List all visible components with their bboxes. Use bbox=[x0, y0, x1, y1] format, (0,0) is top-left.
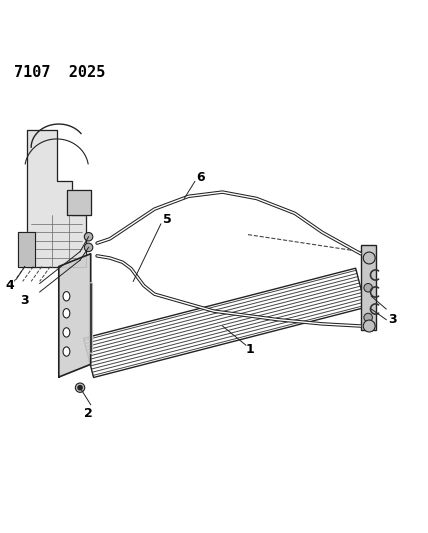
Circle shape bbox=[364, 313, 372, 322]
Polygon shape bbox=[18, 232, 36, 266]
Text: 6: 6 bbox=[196, 171, 205, 184]
Polygon shape bbox=[67, 190, 91, 215]
Circle shape bbox=[84, 243, 93, 252]
Ellipse shape bbox=[63, 292, 70, 301]
Bar bbox=[361, 245, 376, 330]
Text: 7107  2025: 7107 2025 bbox=[14, 64, 105, 79]
Circle shape bbox=[75, 383, 85, 392]
Text: 4: 4 bbox=[6, 279, 14, 292]
Ellipse shape bbox=[63, 347, 70, 356]
Text: 2: 2 bbox=[84, 407, 93, 419]
Text: 1: 1 bbox=[246, 343, 255, 356]
Polygon shape bbox=[59, 254, 91, 377]
Text: 3: 3 bbox=[388, 313, 397, 326]
Circle shape bbox=[78, 385, 82, 390]
Ellipse shape bbox=[63, 328, 70, 337]
Circle shape bbox=[84, 232, 93, 241]
Text: 5: 5 bbox=[163, 213, 172, 226]
Circle shape bbox=[363, 252, 375, 264]
Ellipse shape bbox=[63, 309, 70, 318]
Text: 3: 3 bbox=[21, 294, 29, 307]
Polygon shape bbox=[27, 131, 86, 266]
Circle shape bbox=[364, 284, 372, 292]
Circle shape bbox=[364, 254, 372, 262]
Circle shape bbox=[363, 320, 375, 332]
